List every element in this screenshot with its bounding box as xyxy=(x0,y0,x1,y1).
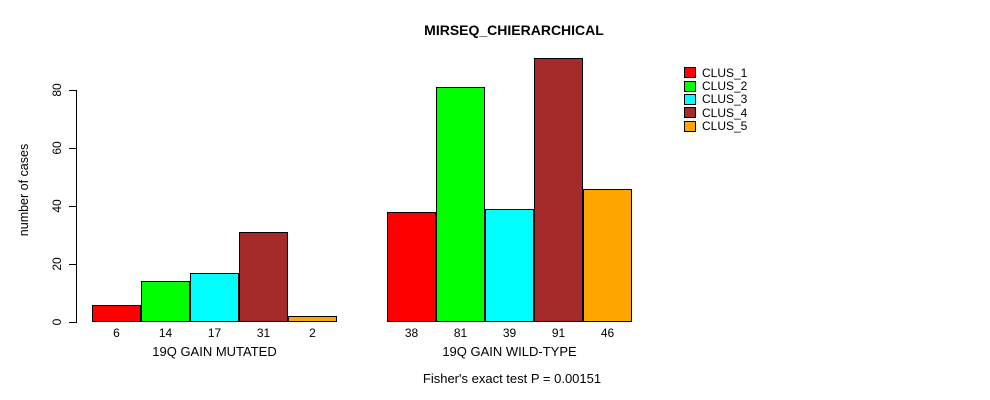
y-axis-title: number of cases xyxy=(17,143,31,237)
bar-clus_2-group2 xyxy=(436,87,485,322)
x-group-label: 19Q GAIN MUTATED xyxy=(152,344,277,359)
bar-value-label: 81 xyxy=(453,326,468,340)
bar-value-label: 91 xyxy=(551,326,566,340)
legend: CLUS_1 CLUS_2 CLUS_3 CLUS_4 CLUS_5 xyxy=(684,66,747,133)
y-tick-mark xyxy=(69,264,76,265)
bar-value-label: 14 xyxy=(158,326,173,340)
legend-item-clus_2: CLUS_2 xyxy=(684,79,748,94)
y-tick-mark xyxy=(69,148,76,149)
bar-value-label: 46 xyxy=(600,326,615,340)
y-axis-line xyxy=(76,90,77,323)
bar-clus_2-group1 xyxy=(141,281,190,322)
bar-clus_3-group1 xyxy=(190,273,239,322)
bar-clus_3-group2 xyxy=(485,209,534,322)
bar-value-label: 31 xyxy=(256,326,271,340)
bar-value-label: 6 xyxy=(113,326,120,340)
y-tick-label: 80 xyxy=(50,83,64,97)
y-tick-mark xyxy=(69,322,76,323)
legend-label: CLUS_1 xyxy=(702,65,748,80)
y-tick-mark xyxy=(69,90,76,91)
legend-label: CLUS_2 xyxy=(702,79,748,94)
bar-clus_1-group2 xyxy=(387,212,436,322)
bar-value-label: 17 xyxy=(207,326,222,340)
legend-swatch-icon xyxy=(684,67,696,79)
bar-value-label: 39 xyxy=(502,326,517,340)
y-tick-label: 0 xyxy=(50,318,64,326)
bar-value-label: 38 xyxy=(404,326,419,340)
bar-clus_1-group1 xyxy=(92,305,141,322)
bar-clus_4-group1 xyxy=(239,232,288,322)
bar-clus_5-group1 xyxy=(288,316,337,322)
y-tick-label: 20 xyxy=(50,257,64,271)
legend-swatch-icon xyxy=(684,93,696,105)
y-tick-mark xyxy=(69,206,76,207)
legend-label: CLUS_5 xyxy=(702,119,748,134)
legend-item-clus_5: CLUS_5 xyxy=(684,119,748,134)
bar-clus_4-group2 xyxy=(534,58,583,322)
legend-label: CLUS_4 xyxy=(702,105,748,120)
y-tick-label: 60 xyxy=(50,141,64,155)
legend-item-clus_3: CLUS_3 xyxy=(684,92,748,107)
legend-swatch-icon xyxy=(684,120,696,132)
chart-title: MIRSEQ_CHIERARCHICAL xyxy=(424,22,604,38)
legend-swatch-icon xyxy=(684,80,696,92)
legend-item-clus_4: CLUS_4 xyxy=(684,105,748,120)
y-tick-label: 40 xyxy=(50,199,64,213)
annotation-fishers-test: Fisher's exact test P = 0.00151 xyxy=(422,371,602,386)
bar-clus_5-group2 xyxy=(583,189,632,322)
legend-label: CLUS_3 xyxy=(702,92,748,107)
legend-swatch-icon xyxy=(684,107,696,119)
legend-item-clus_1: CLUS_1 xyxy=(684,65,748,80)
x-group-label: 19Q GAIN WILD-TYPE xyxy=(442,344,577,359)
bar-value-label: 2 xyxy=(309,326,316,340)
